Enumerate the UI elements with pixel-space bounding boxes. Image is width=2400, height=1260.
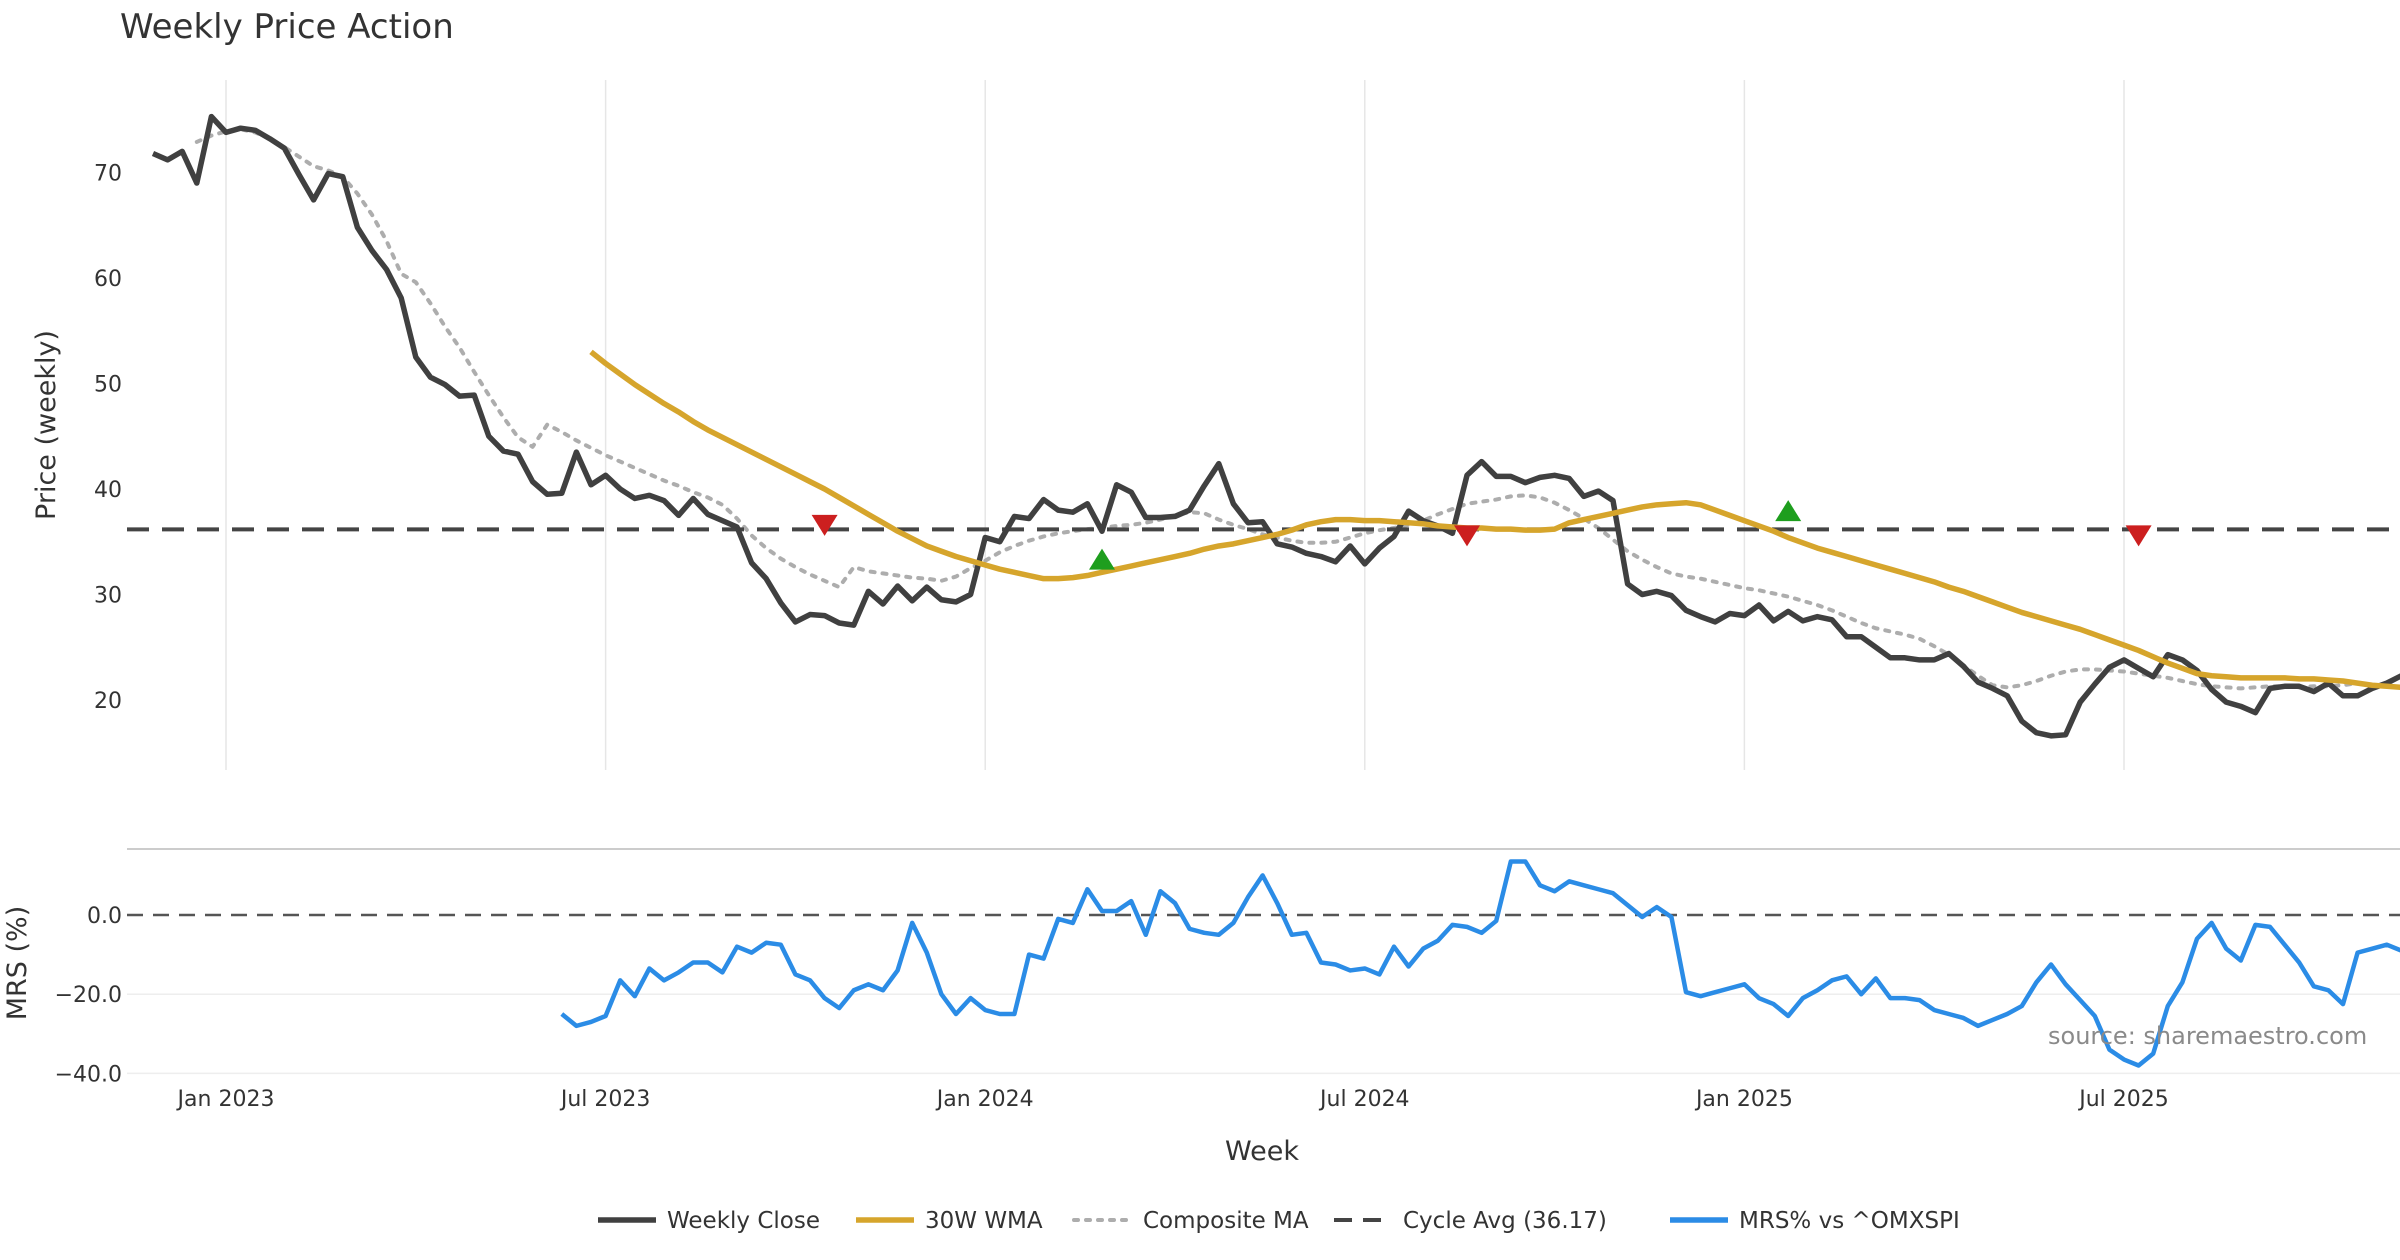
mrs-y-ticks: 0.0 −20.0 −40.0 <box>55 904 122 1087</box>
x-ticks: Jan 2023 Jul 2023 Jan 2024 Jul 2024 Jan 2025… <box>176 1087 2169 1112</box>
sell-signal-marker <box>2125 525 2152 547</box>
price-y-tick-label: 60 <box>94 267 122 292</box>
series-30w-wma <box>589 349 2400 690</box>
signal-markers <box>811 500 2152 570</box>
mrs-y-tick-label: −20.0 <box>55 983 122 1008</box>
price-y-tick-label: 30 <box>94 584 122 609</box>
buy-signal-marker <box>1089 548 1115 570</box>
legend-entry: 30W WMA <box>925 1208 1043 1234</box>
price-panel: 20 30 40 50 60 70 Price (weekly) <box>31 80 2400 770</box>
mrs-y-tick-label: −40.0 <box>55 1062 122 1087</box>
x-tick-label: Jan 2023 <box>176 1087 275 1112</box>
x-tick-label: Jan 2024 <box>935 1087 1034 1112</box>
series-mrs <box>560 859 2400 1068</box>
legend-entry: MRS% vs ^OMXSPI <box>1739 1208 1960 1234</box>
x-axis-label: Week <box>1225 1136 1299 1167</box>
mrs-panel: 0.0 −20.0 −40.0 MRS (%) source: sharemaest… <box>2 859 2400 1087</box>
price-y-tick-label: 20 <box>94 689 122 714</box>
source-label: source: sharemaestro.com <box>2048 1022 2367 1050</box>
price-y-tick-label: 70 <box>94 162 122 187</box>
price-y-tick-label: 40 <box>94 478 122 503</box>
legend-entry: Weekly Close <box>667 1208 820 1234</box>
series-weekly-close <box>151 113 2400 739</box>
x-tick-label: Jul 2025 <box>2077 1087 2169 1112</box>
price-y-ticks: 20 30 40 50 60 70 <box>94 162 122 715</box>
x-tick-label: Jul 2024 <box>1318 1087 1410 1112</box>
price-grid <box>225 80 2125 770</box>
sell-signal-marker <box>811 514 838 536</box>
buy-signal-marker <box>1775 500 1802 522</box>
legend: Weekly Close 30W WMA Composite MA Cycle Avg… <box>598 1208 1960 1234</box>
legend-entry: Cycle Avg (36.17) <box>1403 1208 1607 1234</box>
x-tick-label: Jan 2025 <box>1694 1087 1793 1112</box>
price-y-axis-label: Price (weekly) <box>31 330 62 520</box>
price-lines <box>127 113 2400 739</box>
legend-entry: Composite MA <box>1143 1208 1309 1234</box>
mrs-y-tick-label: 0.0 <box>87 904 122 929</box>
series-composite-ma <box>194 127 2360 691</box>
price-y-tick-label: 50 <box>94 373 122 398</box>
mrs-lines <box>560 859 2400 1068</box>
mrs-y-axis-label: MRS (%) <box>2 906 33 1021</box>
sell-signal-marker <box>1454 525 1480 547</box>
chart-title: Weekly Price Action <box>120 7 454 47</box>
x-tick-label: Jul 2023 <box>559 1087 651 1112</box>
mrs-grid <box>127 913 2400 1075</box>
